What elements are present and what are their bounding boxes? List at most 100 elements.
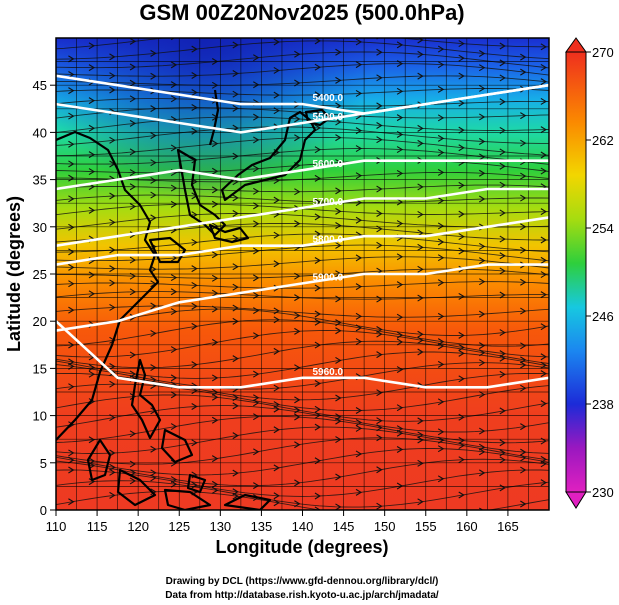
flow-arrow bbox=[335, 118, 342, 126]
flow-arrow bbox=[294, 220, 301, 228]
flow-arrow bbox=[68, 71, 75, 78]
flow-arrow bbox=[417, 498, 424, 506]
flow-arrow bbox=[253, 413, 260, 421]
flow-arrow bbox=[376, 466, 383, 474]
flow-arrow bbox=[191, 89, 198, 97]
flow-arrow bbox=[129, 169, 137, 177]
flow-arrow bbox=[273, 426, 280, 434]
y-tick-label: 5 bbox=[40, 456, 47, 471]
flow-arrow bbox=[170, 200, 178, 208]
flow-arrow bbox=[191, 45, 198, 53]
x-tick-label: 155 bbox=[415, 519, 437, 534]
y-tick-label: 0 bbox=[40, 503, 47, 518]
flow-arrow bbox=[88, 271, 96, 279]
flow-arrow bbox=[396, 41, 404, 49]
flow-arrow bbox=[232, 355, 239, 363]
flow-arrow bbox=[458, 210, 465, 218]
flow-arrow bbox=[437, 149, 445, 157]
flow-arrow bbox=[437, 85, 445, 93]
flow-arrow bbox=[499, 181, 506, 189]
x-tick-label: 130 bbox=[209, 519, 231, 534]
x-tick-label: 135 bbox=[251, 519, 273, 534]
flow-arrow bbox=[191, 481, 198, 489]
flow-arrow bbox=[68, 280, 75, 288]
flow-arrow bbox=[109, 86, 116, 94]
flow-arrow bbox=[540, 43, 547, 51]
flow-arrow bbox=[540, 167, 547, 175]
flow-arrow bbox=[253, 247, 260, 255]
flow-arrow bbox=[88, 168, 96, 176]
x-tick-label: 115 bbox=[87, 519, 108, 534]
flow-arrow bbox=[437, 114, 445, 122]
flow-arrow bbox=[273, 196, 280, 204]
flow-arrow bbox=[376, 241, 383, 249]
flow-arrow bbox=[253, 307, 260, 315]
flow-arrow bbox=[355, 254, 363, 262]
flow-arrow bbox=[520, 307, 527, 315]
flow-arrow bbox=[396, 146, 404, 154]
flow-arrow bbox=[376, 210, 383, 217]
flow-arrow bbox=[458, 233, 465, 241]
flow-arrow bbox=[458, 292, 465, 300]
x-tick-label: 110 bbox=[46, 519, 67, 534]
flow-arrow bbox=[170, 144, 178, 152]
flow-arrow bbox=[68, 140, 75, 148]
flow-arrow bbox=[540, 208, 547, 216]
flow-arrow bbox=[232, 90, 239, 98]
y-tick-label: 10 bbox=[33, 409, 47, 424]
flow-arrow bbox=[355, 89, 363, 97]
flow-arrow bbox=[478, 507, 484, 510]
y-axis-label: Latitude (degrees) bbox=[4, 196, 24, 352]
flow-arrow bbox=[335, 295, 342, 303]
flow-arrow bbox=[540, 400, 547, 408]
flow-arrow bbox=[191, 72, 198, 80]
flow-arrow bbox=[232, 104, 239, 112]
flow-arrow bbox=[499, 148, 506, 156]
flow-arrow bbox=[478, 427, 486, 435]
flow-arrow bbox=[478, 359, 486, 367]
flow-arrow bbox=[191, 281, 198, 289]
flow-arrow bbox=[150, 364, 157, 372]
flow-arrow bbox=[88, 42, 96, 50]
flow-arrow bbox=[68, 306, 75, 314]
flow-arrow bbox=[499, 59, 506, 67]
flow-arrow bbox=[376, 48, 383, 56]
flow-arrow bbox=[211, 416, 219, 424]
x-tick-label: 140 bbox=[292, 519, 314, 534]
flow-arrow bbox=[253, 482, 260, 490]
flow-arrow bbox=[273, 492, 280, 500]
flow-arrow bbox=[335, 222, 342, 230]
flow-arrow bbox=[253, 165, 260, 173]
flow-arrow bbox=[540, 256, 547, 264]
flow-arrow bbox=[437, 436, 445, 444]
flow-arrow bbox=[314, 124, 322, 132]
flow-arrow bbox=[314, 174, 322, 182]
flow-arrow bbox=[499, 456, 506, 464]
flow-arrow bbox=[417, 417, 424, 425]
flow-arrow bbox=[253, 81, 260, 89]
flow-arrow bbox=[211, 274, 219, 282]
flow-arrow bbox=[335, 207, 342, 215]
flow-arrow bbox=[458, 181, 465, 189]
flow-arrow bbox=[191, 361, 198, 369]
flow-arrow bbox=[88, 97, 96, 105]
x-tick-label: 165 bbox=[497, 519, 519, 534]
flow-arrow bbox=[170, 61, 178, 69]
flow-arrow bbox=[376, 326, 383, 333]
contour-label: 5600.0 bbox=[313, 159, 344, 170]
flow-arrow bbox=[355, 450, 363, 458]
flow-arrow bbox=[396, 87, 404, 95]
flow-arrow bbox=[478, 113, 486, 121]
flow-arrow bbox=[376, 295, 383, 303]
contour-line bbox=[56, 320, 549, 389]
flow-arrow bbox=[540, 353, 547, 361]
flow-arrow bbox=[129, 63, 137, 71]
flow-arrow bbox=[417, 72, 424, 80]
flow-arrow bbox=[109, 303, 116, 311]
flow-arrow bbox=[437, 134, 445, 142]
flow-arrow bbox=[211, 393, 219, 401]
flow-arrow bbox=[170, 81, 178, 89]
flow-arrow bbox=[376, 389, 383, 397]
colorbar-tick-label: 246 bbox=[592, 309, 614, 324]
flow-arrow bbox=[520, 278, 527, 286]
